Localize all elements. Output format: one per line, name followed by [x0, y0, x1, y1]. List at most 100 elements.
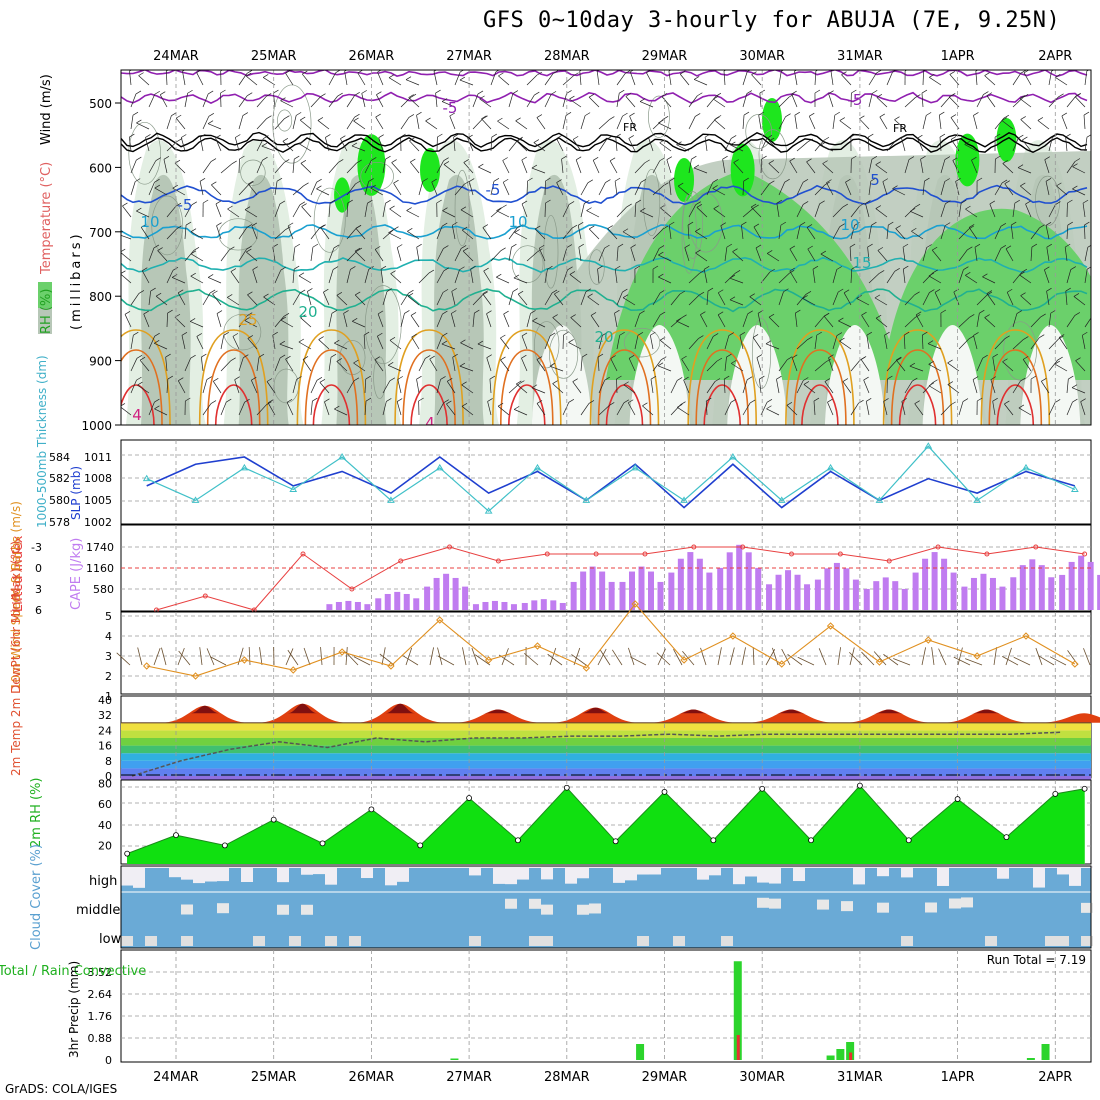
- rh-point: [710, 837, 717, 844]
- cape-bar: [1087, 561, 1094, 610]
- slp-tick: 1011: [84, 451, 112, 464]
- upper-ylabel: (millibars): [69, 231, 84, 330]
- wind-tick: 4: [105, 630, 112, 643]
- contour-label: 5: [870, 171, 880, 189]
- precip-bar: [1026, 1058, 1035, 1060]
- li-point: [398, 558, 404, 564]
- li-point: [447, 544, 453, 550]
- freezing-level-label: FR: [893, 122, 907, 135]
- date-label-top: 2APR: [1038, 49, 1072, 64]
- temp-hump: [550, 707, 641, 723]
- contour-label: 4: [132, 406, 142, 424]
- contour-label: 25: [238, 311, 257, 329]
- precip-ylabel-left: Total / Rain Convective: [0, 964, 146, 979]
- cape-bar: [1010, 577, 1017, 610]
- cape-bar: [570, 581, 577, 610]
- cape-bar: [413, 598, 420, 610]
- cape-bar: [482, 601, 489, 610]
- rh-tick: 40: [98, 819, 112, 832]
- pressure-tick: 600: [89, 161, 112, 175]
- cape-bar: [766, 584, 773, 610]
- cape-bar: [375, 598, 382, 610]
- cape-bar: [589, 566, 596, 610]
- precip-tick: 2.64: [88, 988, 113, 1001]
- rh2m-panel: 80 60 40 20 2m RH (%): [29, 777, 1092, 865]
- cape-bar: [443, 573, 450, 610]
- cape-bar: [892, 581, 899, 610]
- thickness-point: [777, 496, 786, 503]
- contour-label: 4: [425, 414, 435, 432]
- contour-label: 20: [298, 303, 317, 321]
- cape-bar: [1097, 574, 1100, 610]
- contour-label: -5: [443, 99, 458, 117]
- wind-tick: 2: [105, 670, 112, 683]
- thickness-point: [631, 463, 640, 471]
- wind-point: [484, 656, 493, 664]
- contour-label: -5: [178, 196, 193, 214]
- precip-run-total: Run Total = 7.19: [987, 953, 1086, 967]
- wind-tick: 3: [105, 650, 112, 663]
- thickness-point: [387, 496, 395, 503]
- cape-bar: [608, 581, 615, 610]
- cape-bar: [531, 600, 538, 610]
- cape-bar: [989, 577, 996, 610]
- wind-point: [1022, 632, 1030, 640]
- precip-bar: [733, 961, 742, 1060]
- thickness-point: [729, 453, 737, 460]
- li-tick: -3: [31, 541, 42, 554]
- cape-bar: [1019, 565, 1026, 610]
- date-label-top: 30MAR: [739, 49, 785, 64]
- cape-bar: [521, 602, 528, 610]
- cape-bar: [824, 568, 831, 610]
- precip-bar: [836, 1049, 845, 1060]
- wind-point: [729, 632, 737, 640]
- cape-bar: [950, 572, 957, 610]
- thickness-point: [240, 463, 249, 471]
- cape-bar: [384, 593, 391, 610]
- cape-bar: [717, 567, 724, 610]
- rh-point: [563, 784, 570, 791]
- date-label-bottom: 30MAR: [739, 1070, 785, 1085]
- cape-bar: [403, 593, 410, 610]
- temp-hump: [843, 709, 934, 723]
- date-label-top: 25MAR: [251, 49, 297, 64]
- precip-bar: [450, 1058, 459, 1060]
- thickness-markers: [142, 442, 1079, 514]
- precip-bar: [636, 1044, 645, 1060]
- wind10m-ylabel: 10m Wind Speed & Barbs (m/s): [9, 501, 23, 690]
- contour-label: 20: [594, 328, 613, 346]
- rh-point: [1003, 834, 1010, 841]
- precip-bar: [846, 1042, 855, 1060]
- cape-bar: [912, 572, 919, 610]
- temp-hump: [746, 709, 837, 723]
- thickness-point: [924, 442, 933, 449]
- date-label-top: 26MAR: [349, 49, 395, 64]
- wind-point: [387, 662, 395, 670]
- upper-air-panel: -5 -5 -5 -5 5 10 10 10 15 20 20 25 4 4 FR FR 500 600 700 8…: [38, 69, 1092, 433]
- pressure-tick: 800: [89, 290, 112, 304]
- wind-point: [191, 672, 200, 680]
- cape-bar: [638, 566, 645, 610]
- wind-point: [582, 664, 591, 672]
- rh-point: [954, 796, 961, 802]
- rh-point: [221, 842, 228, 849]
- thickness-point: [826, 463, 835, 471]
- cape-bar: [755, 567, 762, 610]
- cape-bar: [452, 577, 459, 610]
- rh-point: [1081, 785, 1088, 792]
- thickness-point: [680, 496, 688, 503]
- precip-bars: [450, 961, 1050, 1060]
- cape-bar: [863, 588, 870, 610]
- cape-bar: [345, 600, 352, 610]
- cape-bar: [961, 586, 968, 610]
- thickness-tick: 582: [49, 472, 70, 485]
- wind10m-panel: 5 4 3 2 1 10m Wind Speed & Barbs (m/s): [9, 501, 1092, 703]
- cape-bar: [970, 577, 977, 610]
- cape-ylabel: CAPE (J/kg): [69, 538, 84, 610]
- wind-speed-line: [146, 603, 1076, 677]
- precip-tick: 0.88: [88, 1032, 113, 1045]
- wind-point: [533, 642, 542, 650]
- date-label-bottom: 29MAR: [642, 1070, 688, 1085]
- cape-bar: [852, 579, 859, 610]
- top-date-axis: 24MAR 25MAR 26MAR 27MAR 28MAR 29MAR 30MAR 31MAR…: [153, 49, 1072, 64]
